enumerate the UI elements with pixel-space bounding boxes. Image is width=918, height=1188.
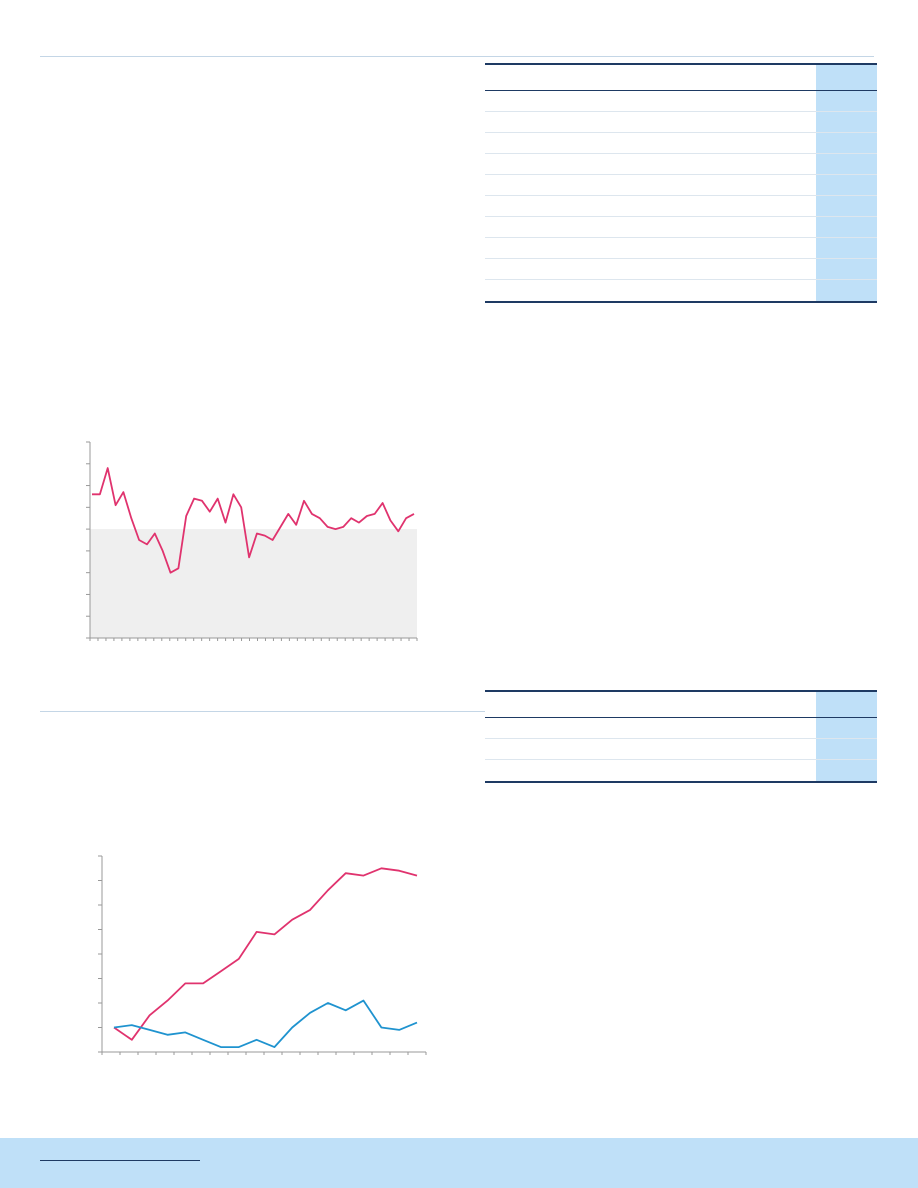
table-header-divider bbox=[485, 717, 877, 718]
table-highlight-cell bbox=[816, 280, 877, 301]
table-top bbox=[485, 63, 877, 303]
series-line-2 bbox=[113, 999, 418, 1049]
footer-link-underline[interactable] bbox=[40, 1160, 200, 1161]
table-highlight-cell bbox=[816, 238, 877, 258]
table-row bbox=[485, 280, 877, 301]
table-row bbox=[485, 175, 877, 196]
table-row bbox=[485, 217, 877, 238]
table-header-row bbox=[485, 65, 877, 90]
table-row bbox=[485, 760, 877, 781]
table-row bbox=[485, 238, 877, 259]
table-highlight-cell bbox=[816, 112, 877, 132]
line-chart-top bbox=[86, 441, 418, 641]
table-highlight-cell bbox=[816, 91, 877, 111]
table-body bbox=[485, 91, 877, 301]
table-highlight-cell bbox=[816, 133, 877, 153]
table-highlight-column bbox=[816, 65, 877, 90]
middle-section-rule bbox=[40, 711, 485, 712]
table-highlight-cell bbox=[816, 760, 877, 781]
table-body bbox=[485, 718, 877, 781]
table-highlight-cell bbox=[816, 154, 877, 174]
table-top-border bbox=[485, 63, 877, 65]
table-highlight-cell bbox=[816, 196, 877, 216]
page-footer bbox=[0, 1138, 918, 1188]
table-highlight-cell bbox=[816, 217, 877, 237]
table-header-row bbox=[485, 692, 877, 717]
shaded-band bbox=[90, 529, 417, 638]
table-top-border bbox=[485, 690, 877, 692]
table-highlight-cell bbox=[816, 739, 877, 759]
table-bottom bbox=[485, 690, 877, 783]
table-row bbox=[485, 154, 877, 175]
top-section-rule bbox=[40, 56, 874, 57]
series-line-1 bbox=[113, 867, 418, 1041]
table-header-divider bbox=[485, 90, 877, 91]
line-chart-bottom bbox=[98, 855, 427, 1055]
table-bottom-border bbox=[485, 301, 877, 303]
table-row bbox=[485, 739, 877, 760]
table-highlight-cell bbox=[816, 175, 877, 195]
table-highlight-column bbox=[816, 692, 877, 717]
series-line-1 bbox=[92, 467, 415, 574]
table-row bbox=[485, 91, 877, 112]
table-row bbox=[485, 133, 877, 154]
table-row bbox=[485, 196, 877, 217]
table-highlight-cell bbox=[816, 718, 877, 738]
table-row bbox=[485, 718, 877, 739]
table-bottom-border bbox=[485, 781, 877, 783]
table-row bbox=[485, 112, 877, 133]
table-row bbox=[485, 259, 877, 280]
table-highlight-cell bbox=[816, 259, 877, 279]
